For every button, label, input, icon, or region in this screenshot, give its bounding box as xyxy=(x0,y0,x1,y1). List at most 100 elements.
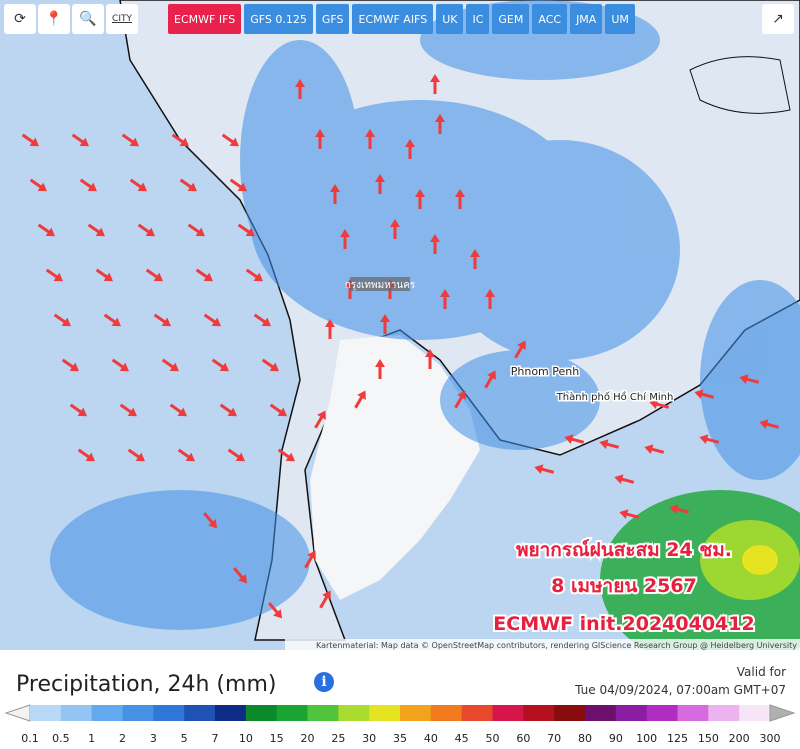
wind-arrow xyxy=(304,550,316,569)
arrow-shaft xyxy=(624,512,640,519)
place-label: Phnom Penh xyxy=(511,365,579,378)
model-button[interactable]: ACC xyxy=(532,4,568,34)
model-button[interactable]: JMA xyxy=(570,4,603,34)
arrow-head xyxy=(307,550,316,560)
arrow-head xyxy=(179,137,190,147)
wind-arrow xyxy=(619,509,640,520)
wind-arrow xyxy=(430,74,440,94)
scale-swatch xyxy=(60,705,93,721)
arrow-head xyxy=(85,452,96,462)
model-button[interactable]: GFS 0.125 xyxy=(244,4,313,34)
arrow-shaft xyxy=(119,403,133,415)
arrow-shaft xyxy=(171,133,185,145)
wind-arrow xyxy=(375,359,385,379)
arrow-head xyxy=(430,74,440,82)
color-scale: 0.1 0.5 1 2 3 5 7 10 15 20 25 30 35 40 45 50 60 70 80 90 100… xyxy=(4,704,796,745)
arrow-head xyxy=(135,452,146,462)
wind-arrow xyxy=(669,504,690,515)
arrow-shaft xyxy=(649,447,665,454)
model-button[interactable]: UM xyxy=(605,4,635,34)
arrow-shaft xyxy=(744,377,760,384)
scale-label: 200 xyxy=(729,732,750,745)
info-button[interactable]: i xyxy=(314,672,334,692)
wind-arrow xyxy=(430,234,440,254)
arrow-head xyxy=(253,272,264,282)
arrow-head xyxy=(37,182,48,192)
zoom-button[interactable]: 🔍 xyxy=(72,4,104,34)
arrow-shaft xyxy=(454,394,464,409)
arrow-shaft xyxy=(79,178,93,190)
wind-arrow xyxy=(759,419,780,430)
rain-areas xyxy=(50,0,800,630)
scale-swatch xyxy=(615,705,648,721)
arrow-head xyxy=(365,129,375,137)
location-button[interactable]: 📍 xyxy=(38,4,70,34)
model-button[interactable]: IC xyxy=(466,4,490,34)
scale-label: 150 xyxy=(698,732,719,745)
arrow-shaft xyxy=(177,448,191,460)
scale-label: 30 xyxy=(362,732,376,745)
legend-title: Precipitation, 24h (mm) xyxy=(16,672,277,697)
scale-swatch xyxy=(430,705,463,721)
scale-swatch xyxy=(245,705,278,721)
arrow-head xyxy=(211,317,222,327)
arrow-head xyxy=(137,182,148,192)
scale-label: 90 xyxy=(609,732,623,745)
arrow-head xyxy=(69,362,80,372)
arrow-shaft xyxy=(314,414,324,429)
attribution-bg xyxy=(285,639,800,650)
city-button[interactable]: CITY xyxy=(106,4,138,34)
arrow-head xyxy=(455,189,465,197)
wind-arrow xyxy=(435,114,445,134)
arrow-head xyxy=(325,319,335,327)
arrow-shaft xyxy=(127,448,141,460)
model-button[interactable]: GFS xyxy=(315,4,350,34)
scale-swatch xyxy=(523,705,555,721)
wind-arrow xyxy=(415,189,425,209)
model-bar: ECMWF IFS GFS 0.125 GFS ECMWF AIFS UK IC GEM AC… xyxy=(168,4,635,36)
model-button[interactable]: UK xyxy=(436,4,464,34)
wind-arrow xyxy=(127,448,146,462)
arrow-shaft xyxy=(95,268,109,280)
wind-arrow xyxy=(534,464,555,475)
scale-label: 1 xyxy=(88,732,95,745)
arrow-shaft xyxy=(137,223,151,235)
arrow-head xyxy=(534,464,544,475)
scale-label: 70 xyxy=(547,732,561,745)
arrow-head xyxy=(440,289,450,297)
scale-label: 40 xyxy=(424,732,438,745)
wind-arrow xyxy=(227,448,246,462)
share-button[interactable]: ↗ xyxy=(762,4,794,34)
scale-swatch xyxy=(369,705,401,721)
arrow-shaft xyxy=(269,403,283,415)
scale-label: 50 xyxy=(486,732,500,745)
scale-label: 35 xyxy=(393,732,407,745)
arrow-head xyxy=(127,407,138,417)
map: กรุงเทพมหานคร Phnom Penh Thành phố Hồ Ch… xyxy=(0,0,800,650)
wind-arrow xyxy=(177,448,196,462)
arrow-shaft xyxy=(704,437,720,444)
wind-arrow xyxy=(79,178,98,192)
arrow-shaft xyxy=(169,403,183,415)
arrow-head xyxy=(208,519,218,529)
scale-swatch xyxy=(338,705,370,721)
arrow-shaft xyxy=(61,358,75,370)
arrow-shaft xyxy=(129,178,143,190)
model-button[interactable]: GEM xyxy=(492,4,530,34)
valid-label: Valid for xyxy=(736,665,786,679)
wind-arrow xyxy=(330,184,340,204)
model-button[interactable]: ECMWF AIFS xyxy=(352,4,434,34)
refresh-button[interactable]: ⟳ xyxy=(4,4,36,34)
arrow-head xyxy=(285,452,296,462)
arrow-head xyxy=(487,370,496,380)
arrow-shaft xyxy=(195,268,209,280)
model-button[interactable]: ECMWF IFS xyxy=(168,4,242,34)
arrow-head xyxy=(375,359,385,367)
scale-swatch xyxy=(492,705,524,721)
wind-arrow xyxy=(21,133,40,147)
arrow-head xyxy=(430,234,440,242)
wind-arrow xyxy=(87,223,106,237)
scale-label: 2 xyxy=(119,732,126,745)
wind-arrow xyxy=(171,133,190,147)
wind-arrow xyxy=(195,268,214,282)
